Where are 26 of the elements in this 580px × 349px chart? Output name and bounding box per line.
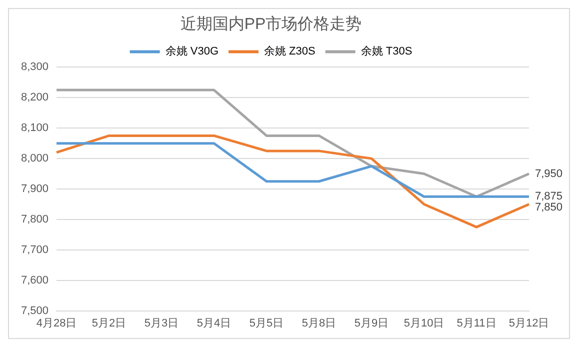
x-tick-label: 5月9日 (354, 317, 389, 330)
x-tick-label: 5月8日 (302, 317, 336, 330)
x-tick-label: 5月5日 (249, 317, 284, 330)
y-tick-label: 8,100 (20, 122, 49, 134)
legend-label: 余姚 T30S (360, 46, 412, 58)
data-label: 7,875 (535, 190, 563, 203)
legend-label: 余姚 Z30S (264, 46, 316, 58)
y-tick-label: 7,700 (20, 244, 49, 256)
y-tick-label: 7,500 (20, 304, 49, 317)
x-tick-label: 5月2日 (92, 317, 126, 330)
y-tick-label: 8,300 (20, 61, 49, 74)
y-tick-label: 8,000 (20, 152, 49, 165)
x-tick-label: 5月11日 (456, 317, 496, 330)
x-tick-label: 5月10日 (404, 317, 444, 330)
legend-label: 余姚 V30G (165, 46, 218, 58)
chart-title: 近期国内PP市场价格走势 (180, 15, 362, 34)
y-tick-label: 7,600 (20, 274, 49, 286)
x-tick-label: 4月28日 (36, 317, 77, 330)
y-tick-label: 8,200 (20, 92, 49, 104)
x-tick-label: 5月3日 (144, 317, 179, 330)
y-tick-label: 7,900 (20, 183, 49, 196)
y-tick-label: 7,800 (20, 213, 49, 226)
data-label: 7,850 (535, 202, 563, 214)
data-label: 7,950 (535, 168, 563, 180)
x-tick-label: 5月4日 (196, 317, 232, 330)
x-tick-label: 5月12日 (508, 317, 550, 330)
